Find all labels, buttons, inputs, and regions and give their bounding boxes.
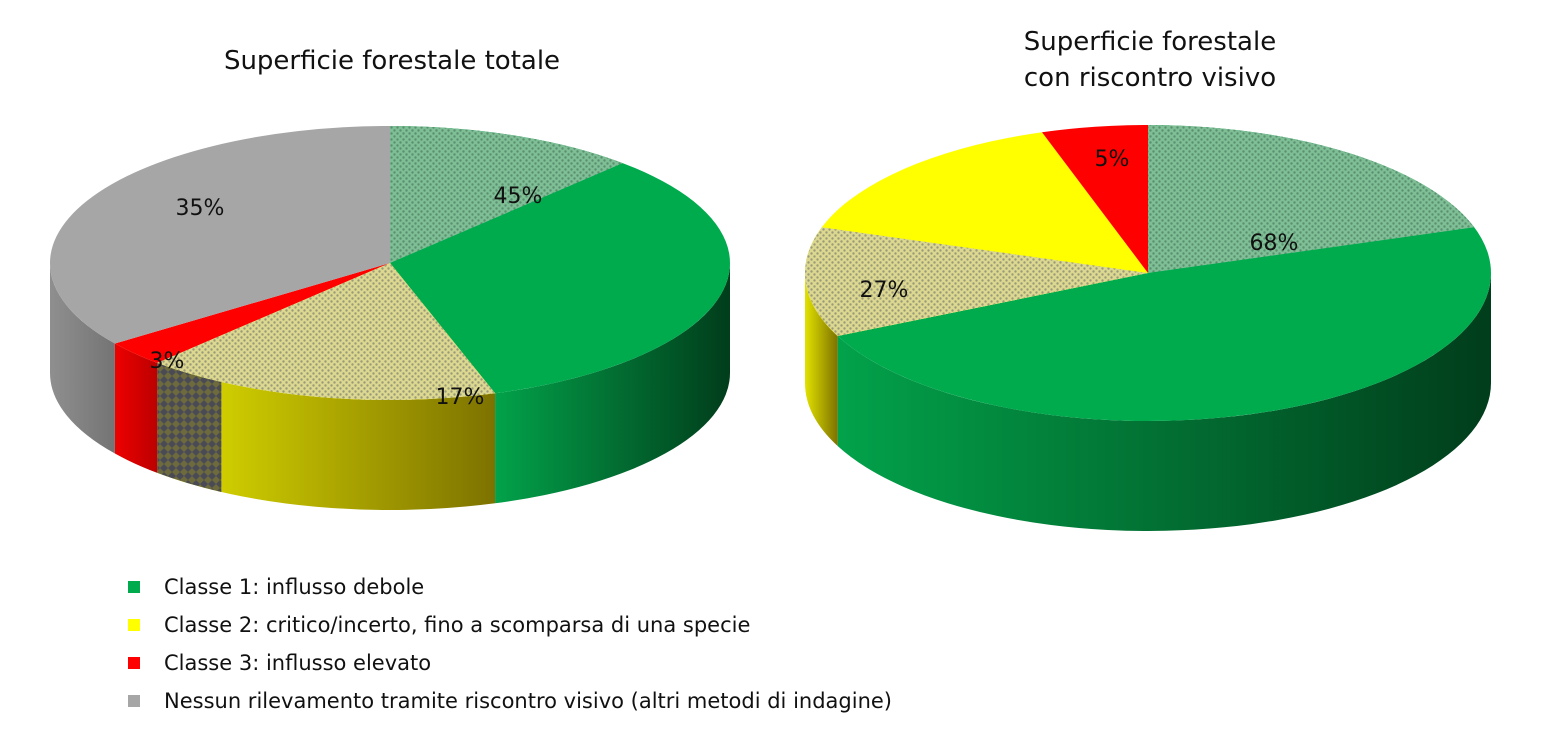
pie-side-class2 [805, 273, 838, 447]
pie-charts: 45% 17% 3% 35% 68% 27% 5% [50, 125, 1491, 531]
legend-label-class1: Classe 1: influsso debole [164, 575, 425, 599]
legend-item-class3: Classe 3: influsso elevato [128, 644, 892, 682]
chart-title-left: Superficie forestale totale [223, 46, 561, 76]
pie-label-class2: 27% [860, 278, 909, 303]
pie-hatch-class2 [805, 227, 1148, 337]
pie-slice-class3 [114, 263, 391, 363]
legend-swatch-class1 [128, 581, 140, 593]
pie-label-class2: 17% [436, 385, 485, 410]
pie-label-class3: 5% [1095, 147, 1130, 172]
pie-side-class1 [495, 263, 730, 504]
pie-side-hatch [157, 362, 222, 492]
legend: Classe 1: influsso debole Classe 2: criti… [128, 568, 892, 720]
pie-label-class1: 45% [494, 184, 543, 209]
chart-title-right-line1: Superficie forestale [1023, 27, 1277, 57]
pie-side-class3 [114, 343, 158, 473]
legend-label-class3: Classe 3: influsso elevato [164, 651, 432, 675]
legend-swatch-class3 [128, 657, 140, 669]
legend-swatch-class2 [128, 619, 140, 631]
pie-hatch-class1 [390, 126, 623, 263]
chart-title-right-line2: con riscontro visivo [1023, 63, 1277, 93]
pie-chart-left: 45% 17% 3% 35% [50, 126, 730, 510]
legend-label-none: Nessun rilevamento tramite riscontro vis… [164, 689, 892, 713]
pie-side-class1 [837, 273, 1491, 531]
pie-hatch-class2 [157, 263, 496, 400]
pie-label-class3: 3% [150, 349, 185, 374]
blank-panel [752, 566, 1518, 718]
pie-hatch-class1 [1148, 125, 1475, 273]
legend-swatch-none [128, 695, 140, 707]
legend-label-class2: Classe 2: critico/incerto, fino a scompa… [164, 613, 751, 637]
pie-side-class2 [157, 362, 496, 510]
legend-item-none: Nessun rilevamento tramite riscontro vis… [128, 682, 892, 720]
pie-slice-none [50, 126, 391, 344]
legend-item-class1: Classe 1: influsso debole [128, 568, 892, 606]
chart-title-right: Superficie forestale con riscontro visiv… [920, 24, 1380, 96]
pie-label-class1: 68% [1250, 231, 1299, 256]
pie-slice-class3 [1042, 125, 1148, 273]
pie-label-none: 35% [176, 196, 225, 221]
pie-side-none [50, 263, 115, 454]
pie-chart-right: 68% 27% 5% [805, 125, 1491, 531]
legend-item-class2: Classe 2: critico/incerto, fino a scompa… [128, 606, 892, 644]
